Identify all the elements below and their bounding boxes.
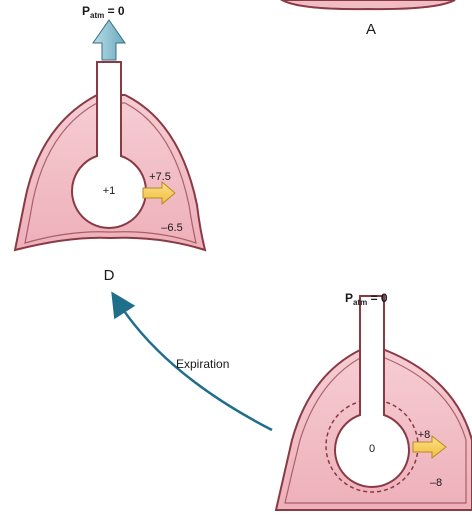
panel-c-pleural-line: [284, 357, 467, 504]
panel-c-alveolar-pressure: 0: [369, 443, 375, 455]
panel-c-pleural-pressure: –8: [430, 477, 442, 489]
panel-c-pressure-arrow: [412, 434, 447, 460]
panel-a-lung-base: [279, 0, 456, 11]
panel-c-transpulmonary-pressure: +8: [418, 429, 431, 441]
panel-d-alveolar-pressure: +1: [103, 185, 116, 197]
panel-a: A: [279, 0, 456, 38]
expiration-arrow: [111, 291, 273, 432]
panel-d-pleural-pressure: –6.5: [161, 222, 182, 234]
panel-d-airflow-arrow: [92, 19, 126, 61]
panel-d-letter: D: [104, 267, 115, 284]
panel-a-letter: A: [366, 21, 376, 38]
expiration-label: Expiration: [176, 357, 229, 371]
panel-c-patm-label: Patm = 0: [345, 291, 388, 307]
panel-d-pressure-arrow: [142, 180, 176, 206]
panel-d-pleural-line: [24, 102, 197, 244]
panel-d-patm-label: Patm = 0: [82, 4, 125, 20]
expiration-transition: Expiration: [111, 291, 273, 432]
panel-c-airway: [334, 295, 410, 488]
panel-d-transpulmonary-pressure: +7.5: [149, 171, 171, 183]
panel-d-airway: [71, 61, 147, 229]
panel-c: Patm = 0 0 +8 –8: [274, 291, 472, 511]
panel-d: Patm = 0 +1 +7.5 –6.5 D: [13, 4, 207, 284]
